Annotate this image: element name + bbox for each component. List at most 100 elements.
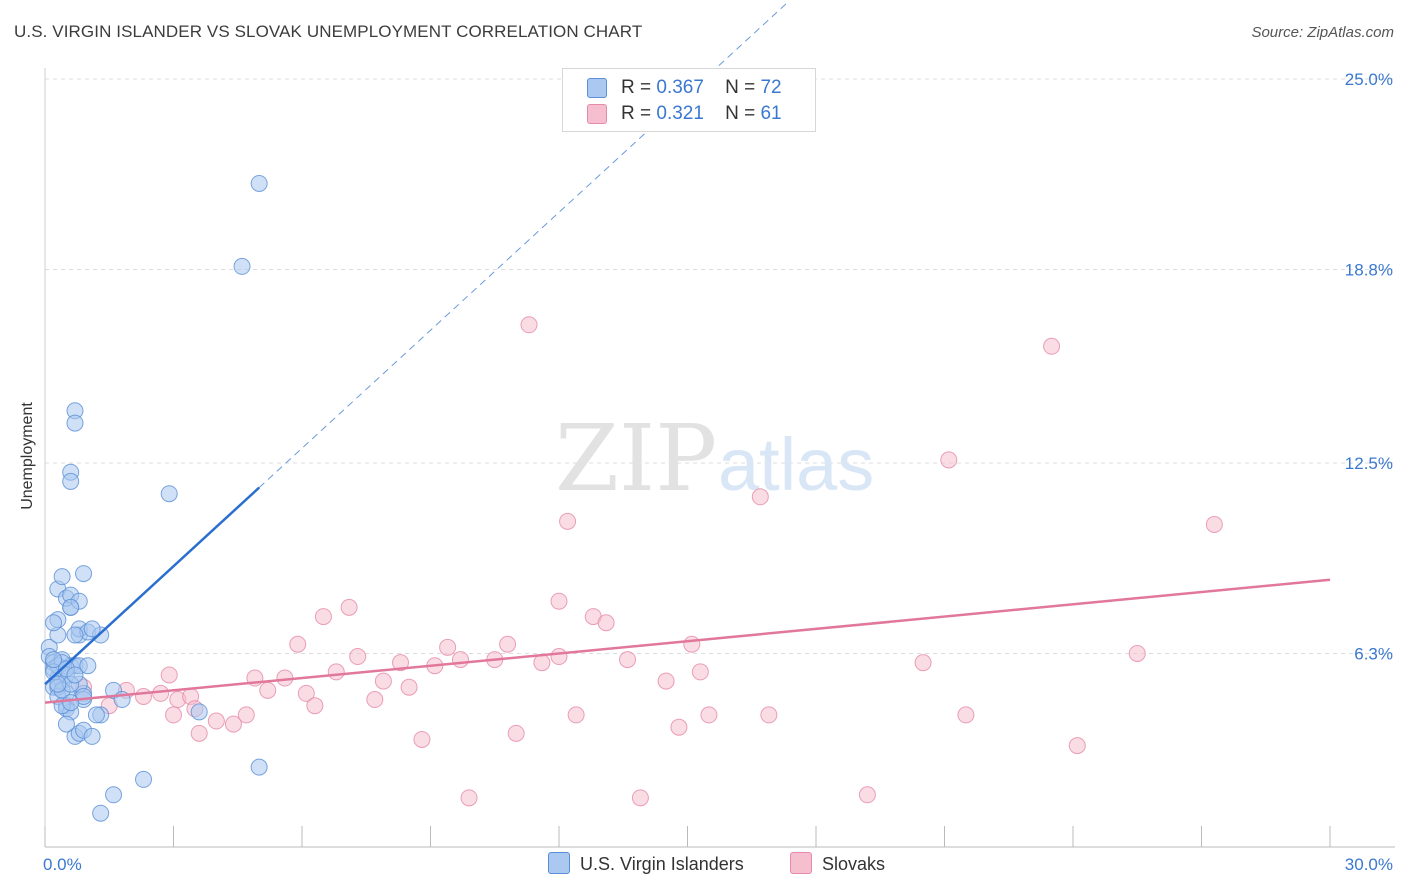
slovak-point xyxy=(392,654,410,672)
slovak-point xyxy=(400,678,418,696)
slovak-point xyxy=(152,684,170,702)
slovak-point xyxy=(550,648,568,666)
slovak-point xyxy=(327,663,345,681)
virgin-islander-point xyxy=(62,694,80,712)
slovak-point xyxy=(1128,644,1146,662)
slovak-point xyxy=(751,488,769,506)
legend-r-label: R = xyxy=(621,77,652,98)
slovak-point xyxy=(289,635,307,653)
slovak-point xyxy=(306,697,324,715)
y-tick-label: 25.0% xyxy=(1345,70,1393,89)
bottom-legend-virgin-islanders: U.S. Virgin Islanders xyxy=(548,852,744,875)
slovak-point xyxy=(207,712,225,730)
x-tick-label: 0.0% xyxy=(43,855,82,874)
legend-n-value: 61 xyxy=(760,103,782,124)
slovak-point xyxy=(374,672,392,690)
slovak-point xyxy=(297,684,315,702)
virgin-islander-point xyxy=(62,598,80,616)
slovak-point xyxy=(559,512,577,530)
source-label: Source: ZipAtlas.com xyxy=(1251,24,1394,41)
slovak-point xyxy=(940,451,958,469)
legend-r-value: 0.367 xyxy=(656,77,704,98)
slovak-point xyxy=(760,706,778,724)
slovak-point xyxy=(858,786,876,804)
virgin-islander-point xyxy=(83,620,101,638)
slovak-point xyxy=(460,789,478,807)
slovak-point xyxy=(533,654,551,672)
slovak-point xyxy=(451,651,469,669)
watermark-zip: ZIP xyxy=(555,405,717,512)
slovak-point xyxy=(507,724,525,742)
correlation-legend: R = 0.367 N = 72 R = 0.321 N = 61 xyxy=(562,68,816,132)
virgin-islander-point xyxy=(190,703,208,721)
y-tick-label: 18.8% xyxy=(1345,260,1393,279)
slovak-point xyxy=(957,706,975,724)
virgin-islander-point xyxy=(250,174,268,192)
slovak-point xyxy=(683,635,701,653)
slovak-point xyxy=(657,672,675,690)
legend-text: R = 0.367 N = 72 xyxy=(621,77,782,99)
slovak-point xyxy=(349,648,367,666)
virgin-islander-point xyxy=(79,657,97,675)
virgin-islander-point xyxy=(53,568,71,586)
virgin-islander-point xyxy=(66,666,84,684)
virgin-islander-point xyxy=(135,770,153,788)
virgin-islander-point xyxy=(83,727,101,745)
virgin-islander-point xyxy=(92,804,110,822)
slovak-point xyxy=(314,608,332,626)
legend-swatch-pink xyxy=(587,104,607,124)
slovak-point xyxy=(413,730,431,748)
virgin-islander-point xyxy=(160,485,178,503)
slovak-point xyxy=(165,706,182,724)
legend-n-label: N = xyxy=(725,77,756,98)
bottom-legend-label: Slovaks xyxy=(822,854,886,874)
slovak-point xyxy=(366,691,384,709)
virgin-islander-point xyxy=(66,414,84,432)
slovak-point xyxy=(340,598,358,616)
slovak-point xyxy=(700,706,718,724)
slovak-point xyxy=(439,638,457,656)
axes xyxy=(44,68,1395,848)
virgin-islander-trend-line xyxy=(44,486,261,686)
virgin-islander-point xyxy=(45,651,63,669)
slovak-point xyxy=(520,316,538,334)
series-slovaks xyxy=(75,316,1223,807)
virgin-islander-point xyxy=(62,472,80,490)
bottom-legend-swatch-pink xyxy=(790,852,812,874)
legend-n-label: N = xyxy=(725,103,756,124)
slovak-point xyxy=(619,651,637,669)
bottom-legend-label: U.S. Virgin Islanders xyxy=(580,854,744,874)
slovak-trend-line xyxy=(44,578,1331,704)
slovak-point xyxy=(670,718,688,736)
virgin-islander-point xyxy=(87,706,105,724)
slovak-point xyxy=(1205,515,1223,533)
slovak-point xyxy=(550,592,568,610)
slovak-point xyxy=(914,654,932,672)
y-tick-label: 12.5% xyxy=(1345,454,1393,473)
slovak-point xyxy=(631,789,649,807)
y-tick-label: 6.3% xyxy=(1354,644,1393,663)
bottom-legend-swatch-blue xyxy=(548,852,570,874)
gridlines xyxy=(45,78,1395,654)
chart-title: U.S. VIRGIN ISLANDER VS SLOVAK UNEMPLOYM… xyxy=(14,22,643,41)
slovak-point xyxy=(691,663,709,681)
slovak-point xyxy=(1068,737,1086,755)
legend-r-value: 0.321 xyxy=(656,103,704,124)
virgin-islander-point xyxy=(45,614,63,632)
slovak-point xyxy=(597,614,615,632)
slovak-point xyxy=(160,666,178,684)
series-layer xyxy=(40,174,1223,822)
virgin-islander-point xyxy=(250,758,268,776)
legend-r-label: R = xyxy=(621,103,652,124)
virgin-islander-point xyxy=(233,257,251,275)
legend-text: R = 0.321 N = 61 xyxy=(621,103,782,125)
virgin-islander-point xyxy=(49,675,67,693)
slovak-point xyxy=(259,681,277,699)
virgin-islander-point xyxy=(105,786,123,804)
tick-labels: 6.3% 12.5% 18.8% 25.0% 0.0% 30.0% xyxy=(43,70,1393,874)
virgin-islander-point xyxy=(57,715,75,733)
x-tick-label: 30.0% xyxy=(1345,855,1393,874)
slovak-point xyxy=(499,635,517,653)
watermark-atlas: atlas xyxy=(718,423,874,506)
